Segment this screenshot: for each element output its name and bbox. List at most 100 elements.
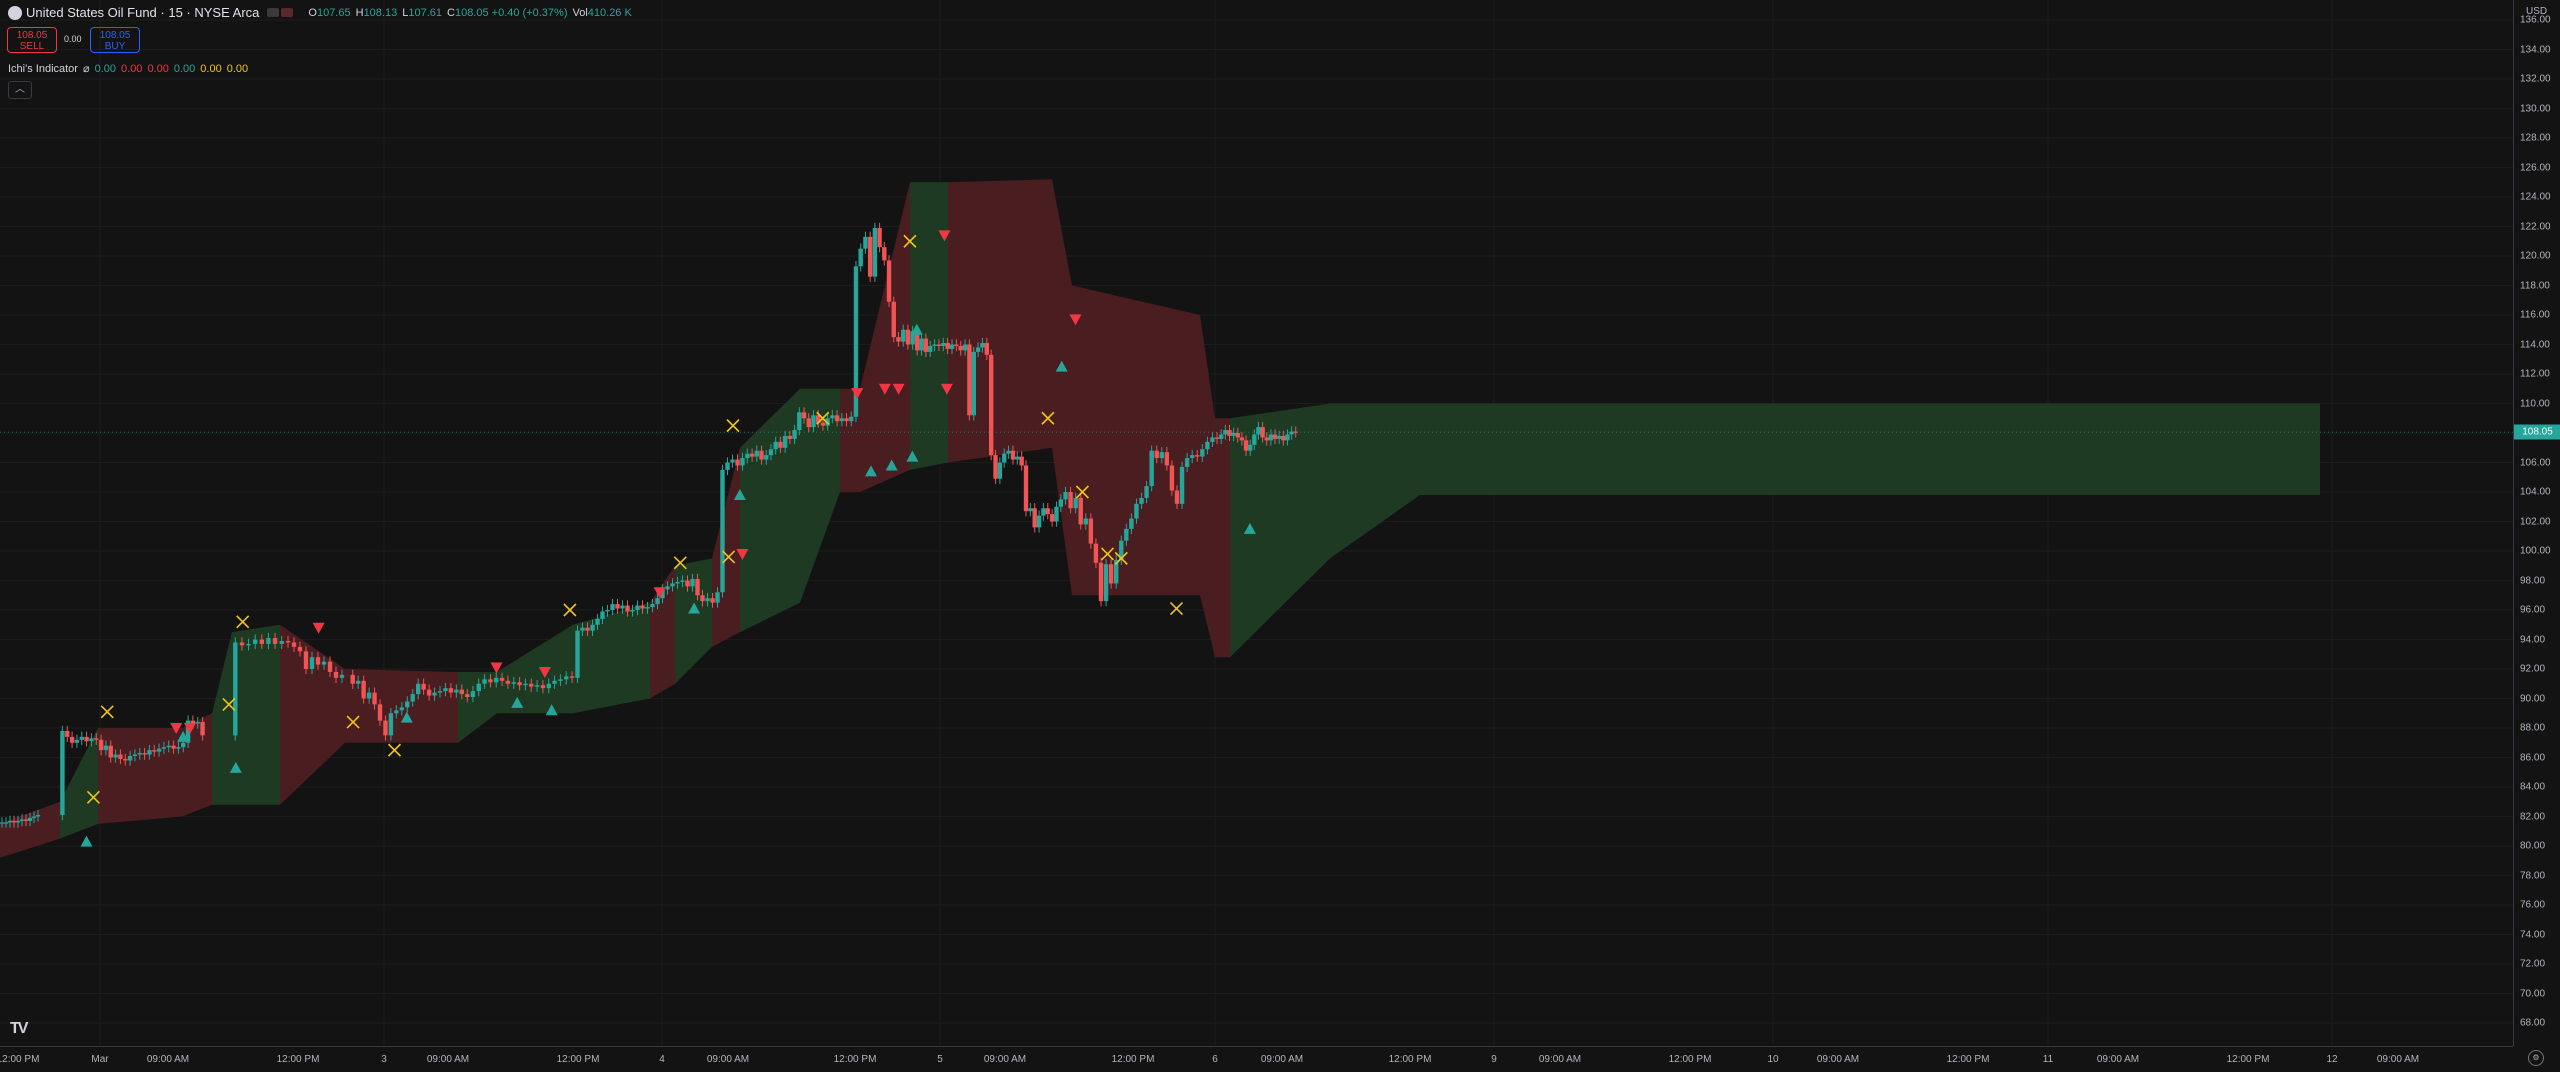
candle-body [928, 345, 933, 352]
cross-stroke [816, 411, 830, 425]
cross-stroke [236, 615, 250, 629]
candle-body [142, 753, 147, 755]
sell-signal-triangle [940, 383, 953, 395]
candle-body [1124, 528, 1129, 541]
candle-body [745, 453, 750, 459]
buy-button[interactable]: 108.05 BUY [90, 27, 140, 53]
cross-signal-marker [1075, 485, 1089, 499]
cross-stroke [387, 743, 402, 757]
candle-body [853, 266, 859, 417]
candle-body [1049, 514, 1055, 522]
time-axis-label: 12:00 PM [0, 1054, 40, 1065]
cloud-segment-bull [212, 632, 232, 805]
candle-body [546, 683, 551, 689]
candle-body [1078, 497, 1083, 525]
currency-label[interactable]: USD [2526, 6, 2548, 17]
candle-body [233, 642, 238, 736]
candle-body [993, 455, 998, 479]
cloud-segment-bull [675, 558, 712, 684]
ichimoku-cloud [0, 179, 2320, 858]
candle-body [575, 630, 580, 678]
indicator-value: 0.00 [173, 62, 196, 75]
indicator-value: 0.00 [200, 62, 222, 75]
chevron-up-icon[interactable]: ︿ [8, 81, 32, 99]
visibility-off-icon[interactable]: ⌀ [82, 63, 90, 75]
candle-body [1154, 450, 1159, 459]
candle-body [690, 579, 695, 587]
candle-body [94, 738, 99, 740]
time-axis[interactable]: 12:00 PM Mar 09:00 AM 12:00 PM 3 09:00 AM 12:0… [0, 1046, 2513, 1072]
candle-body [246, 643, 251, 646]
time-axis-label: 6 [1212, 1054, 1218, 1065]
candle-body [443, 688, 448, 692]
candle-body [266, 638, 271, 644]
candle-body [482, 679, 487, 684]
candle-body [896, 337, 901, 342]
sell-button[interactable]: 108.05 SELL [7, 27, 57, 53]
time-axis-label: 11 [2042, 1054, 2054, 1065]
candle-body [60, 730, 65, 816]
candle-body [11, 820, 17, 823]
indicator-name[interactable]: Ichi's Indicator [8, 62, 78, 75]
candle-body [640, 605, 645, 609]
candle-body [834, 415, 840, 422]
candle-body [725, 462, 730, 470]
price-axis-label: 116.00 [2520, 309, 2550, 321]
sell-label: SELL [19, 41, 45, 52]
candle-body [564, 676, 569, 680]
candle-body [932, 344, 937, 346]
ohlc-value: 108.05 +0.40 (+0.37%) [454, 6, 568, 19]
candle-body [1088, 518, 1094, 544]
candle-body [1083, 518, 1088, 525]
candle-body [383, 720, 388, 736]
candle-body [1231, 433, 1236, 436]
buy-price: 108.05 [99, 30, 131, 41]
time-axis-label: 12:00 PM [2226, 1054, 2270, 1065]
candle-body [259, 639, 265, 644]
market-status-badge[interactable] [267, 8, 294, 17]
price-chart[interactable] [0, 0, 2513, 1046]
candle-body [69, 736, 75, 743]
symbol-title[interactable]: United States Oil Fund · 15 · NYSE Arca [26, 5, 260, 20]
candle-body [675, 581, 680, 584]
cloud-segment-bear [1215, 418, 1230, 658]
price-axis[interactable]: USD 136.00 134.00 132.00 130.00 128.00 126.00… [2513, 0, 2560, 1046]
buy-signal-triangle [511, 696, 524, 708]
buy-signal-triangle [177, 730, 190, 742]
candle-body [137, 753, 142, 755]
time-axis-label: 4 [659, 1054, 665, 1065]
candle-body [1264, 437, 1269, 441]
time-axis-label: 09:00 AM [2096, 1054, 2140, 1065]
candle-body [967, 344, 972, 416]
candle-body [7, 820, 13, 823]
price-axis-label: 104.00 [2520, 486, 2551, 498]
candle-body [1114, 559, 1119, 584]
cloud-segment-bull [1230, 403, 1330, 658]
settings-gear-icon[interactable]: ⚙ [2528, 1050, 2544, 1066]
chart-area[interactable]: United States Oil Fund · 15 · NYSE Arca … [0, 0, 2513, 1046]
candle-body [0, 822, 5, 824]
indicator-value: 0.00 [147, 62, 169, 75]
candle-body [905, 329, 911, 345]
candle-body [523, 683, 528, 686]
candle-body [470, 691, 476, 698]
candle-body [372, 692, 377, 705]
candle-body [900, 329, 906, 342]
symbol-logo-icon [8, 5, 22, 20]
candle-body [113, 754, 118, 758]
candle-body [1164, 452, 1170, 466]
time-axis-label: 12:00 PM [1388, 1054, 1432, 1065]
candle-body [1239, 437, 1245, 441]
time-axis-label: 09:00 AM [1816, 1054, 1860, 1065]
ohlc-values: O107.65 H108.13 L107.61 C108.05 +0.40 (+0.3… [303, 7, 631, 19]
candle-body [773, 441, 778, 450]
candle-body [511, 682, 516, 684]
price-axis-label: 128.00 [2520, 132, 2551, 144]
candle-body [272, 638, 278, 644]
candle-body [3, 822, 9, 824]
candle-body [98, 739, 104, 751]
candle-body [1200, 449, 1205, 457]
indicator-legend[interactable]: Ichi's Indicator ⌀ 0.00 0.00 0.00 0.00 0.00 0… [8, 62, 253, 76]
time-axis-label: 09:00 AM [983, 1054, 1027, 1065]
tradingview-logo-icon[interactable]: TV [10, 1020, 29, 1037]
